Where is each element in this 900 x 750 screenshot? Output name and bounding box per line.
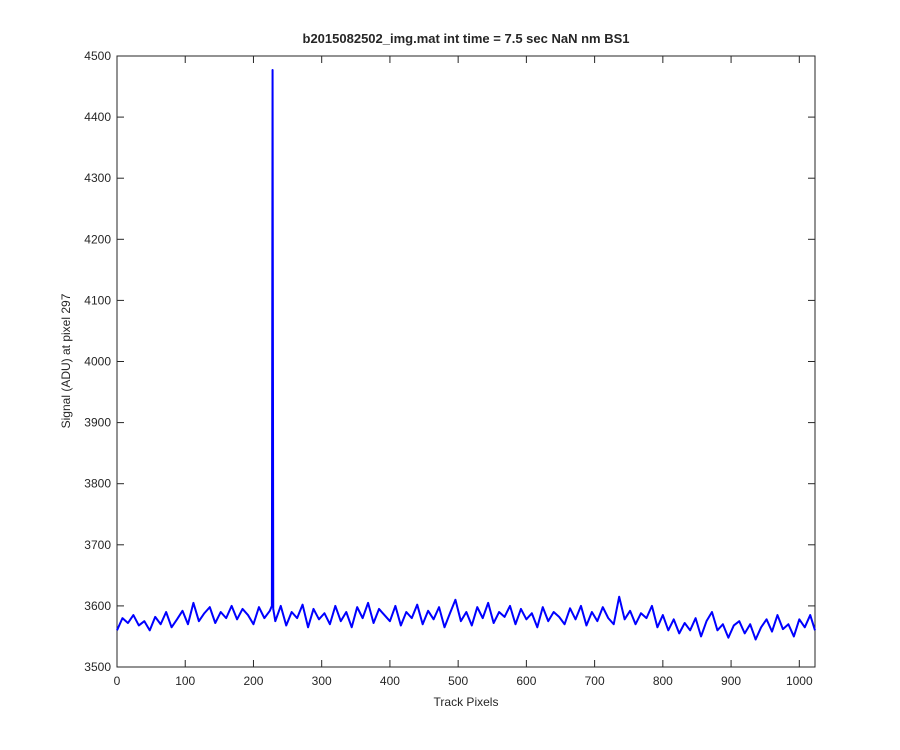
- y-tick-label: 4000: [84, 355, 111, 369]
- y-tick-label: 3600: [84, 599, 111, 613]
- x-tick-label: 600: [516, 674, 536, 688]
- x-tick-label: 0: [114, 674, 121, 688]
- y-tick-label: 4400: [84, 110, 111, 124]
- x-tick-label: 900: [721, 674, 741, 688]
- x-tick-label: 200: [243, 674, 263, 688]
- y-tick-label: 4300: [84, 171, 111, 185]
- x-tick-label: 300: [312, 674, 332, 688]
- x-axis-label: Track Pixels: [434, 695, 499, 709]
- y-tick-label: 3800: [84, 477, 111, 491]
- y-tick-label: 3900: [84, 416, 111, 430]
- x-tick-label: 800: [653, 674, 673, 688]
- y-axis-label: Signal (ADU) at pixel 297: [59, 293, 73, 428]
- signal-line: [116, 69, 816, 641]
- x-tick-label: 400: [380, 674, 400, 688]
- x-tick-label: 500: [448, 674, 468, 688]
- y-tick-label: 4200: [84, 232, 111, 246]
- y-tick-label: 4500: [84, 49, 111, 63]
- y-tick-label: 4100: [84, 293, 111, 307]
- y-tick-label: 3700: [84, 538, 111, 552]
- x-tick-label: 1000: [786, 674, 813, 688]
- x-tick-label: 700: [585, 674, 605, 688]
- plot-frame: [116, 55, 816, 668]
- x-tick-label: 100: [175, 674, 195, 688]
- y-tick-label: 3500: [84, 660, 111, 674]
- chart-title: b2015082502_img.mat int time = 7.5 sec N…: [303, 31, 630, 46]
